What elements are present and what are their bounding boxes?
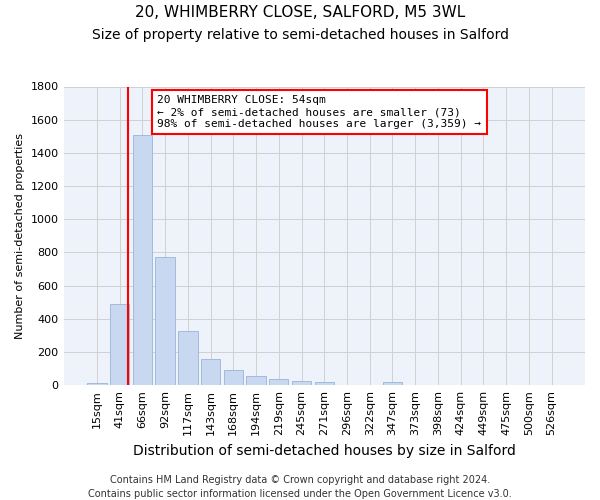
Text: 20, WHIMBERRY CLOSE, SALFORD, M5 3WL: 20, WHIMBERRY CLOSE, SALFORD, M5 3WL <box>135 5 465 20</box>
Text: 20 WHIMBERRY CLOSE: 54sqm
← 2% of semi-detached houses are smaller (73)
98% of s: 20 WHIMBERRY CLOSE: 54sqm ← 2% of semi-d… <box>157 96 481 128</box>
Text: Contains HM Land Registry data © Crown copyright and database right 2024.
Contai: Contains HM Land Registry data © Crown c… <box>88 475 512 499</box>
Bar <box>110 304 130 385</box>
Bar <box>224 370 243 385</box>
X-axis label: Distribution of semi-detached houses by size in Salford: Distribution of semi-detached houses by … <box>133 444 516 458</box>
Bar <box>292 381 311 385</box>
Bar <box>133 134 152 385</box>
Y-axis label: Number of semi-detached properties: Number of semi-detached properties <box>15 133 25 339</box>
Bar <box>383 382 402 385</box>
Bar <box>87 382 107 385</box>
Bar <box>178 332 197 385</box>
Bar <box>269 380 289 385</box>
Bar <box>314 382 334 385</box>
Bar <box>155 256 175 385</box>
Bar <box>201 358 220 385</box>
Bar <box>247 376 266 385</box>
Text: Size of property relative to semi-detached houses in Salford: Size of property relative to semi-detach… <box>91 28 509 42</box>
